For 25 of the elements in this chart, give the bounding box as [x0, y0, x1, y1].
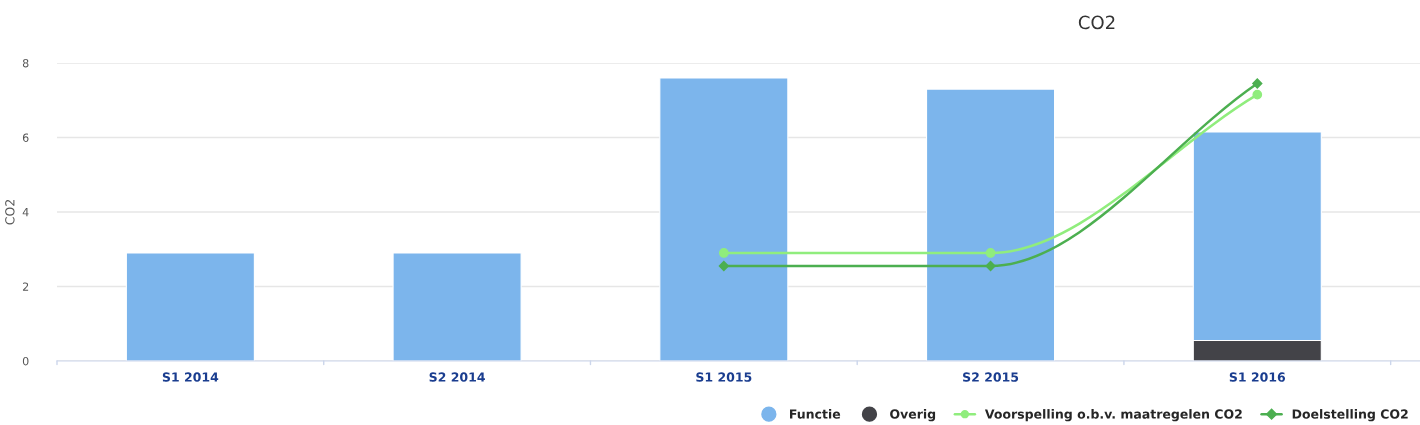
- y-tick-label: 6: [22, 133, 29, 142]
- point: [718, 248, 729, 258]
- y-tick-label: 8: [22, 58, 29, 68]
- bar: [392, 252, 522, 361]
- legend-label: Voorspelling o.b.v. maatregelen CO2: [984, 409, 1242, 422]
- bar: [125, 252, 255, 361]
- legend-label: Doelstelling CO2: [1292, 409, 1408, 422]
- bar: [659, 77, 789, 361]
- x-tick-label: S1 2016: [1229, 372, 1286, 382]
- bar: [925, 88, 1056, 361]
- y-axis-title: CO2: [5, 199, 15, 225]
- chart-title: CO2: [1078, 15, 1115, 30]
- x-tick-label: S2 2014: [429, 372, 485, 382]
- legend-label: Overig: [890, 409, 936, 422]
- x-tick-label: S2 2015: [963, 372, 1019, 382]
- point: [718, 260, 729, 272]
- x-tick-label: S1 2015: [696, 372, 752, 382]
- y-tick-label: 0: [22, 356, 29, 366]
- point: [985, 248, 996, 258]
- x-tick-label: S1 2014: [162, 372, 219, 382]
- point: [1252, 89, 1263, 100]
- y-tick-label: 4: [22, 208, 29, 217]
- y-tick-label: 2: [22, 282, 29, 291]
- legend-label: Functie: [790, 409, 841, 419]
- point: [1252, 78, 1263, 89]
